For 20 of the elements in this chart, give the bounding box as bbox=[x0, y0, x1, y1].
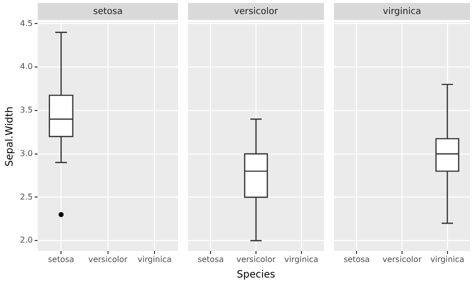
y-tick-label: 3.5 bbox=[20, 106, 33, 115]
x-tick-label: versicolor bbox=[88, 254, 128, 264]
x-tick-label: setosa bbox=[198, 254, 224, 264]
y-tick-label: 4.5 bbox=[20, 18, 33, 28]
x-tick-label: versicolor bbox=[382, 254, 422, 264]
x-tick-label: setosa bbox=[48, 254, 74, 264]
y-tick-label: 2.5 bbox=[20, 192, 33, 202]
chart-title: versicolor bbox=[234, 6, 278, 17]
x-axis-title: Species bbox=[236, 270, 276, 281]
x-tick-label: virginica bbox=[284, 254, 318, 264]
x-tick-label: versicolor bbox=[236, 254, 276, 264]
chart-title: virginica bbox=[382, 6, 422, 17]
y-tick-label: 4.0 bbox=[20, 62, 33, 72]
y-axis-title: Sepal.Width bbox=[4, 106, 16, 166]
y-tick-label: 2.0 bbox=[20, 236, 33, 245]
y-tick-label: 3.0 bbox=[20, 148, 33, 158]
x-tick-label: virginica bbox=[430, 254, 464, 264]
x-tick-label: virginica bbox=[138, 254, 172, 264]
x-tick-label: setosa bbox=[344, 254, 370, 264]
chart-title: setosa bbox=[93, 6, 123, 17]
